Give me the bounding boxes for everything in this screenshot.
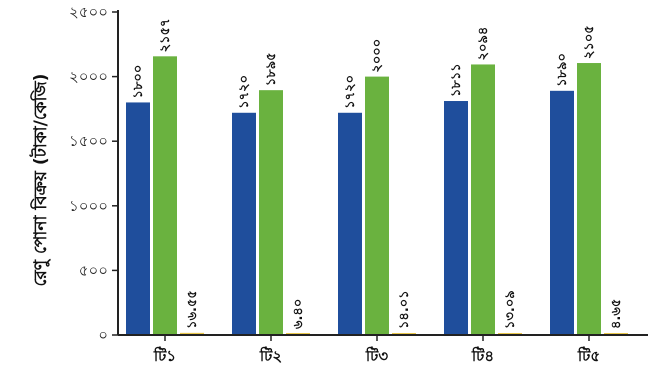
data-label: ৪.৬৫ <box>609 299 624 329</box>
data-label: ১৮১১ <box>449 63 464 97</box>
data-label: ১৪.০১ <box>397 290 412 329</box>
bar-3-1 <box>180 332 204 335</box>
data-label: ১৮০০ <box>131 65 146 99</box>
y-tick-label: ১০০০ <box>69 197 108 215</box>
bar-1-5 <box>550 90 574 335</box>
data-label: ৬.৪০ <box>291 299 306 329</box>
data-label: ১৭২০ <box>237 75 252 109</box>
x-tick-label: টি১ <box>153 346 176 365</box>
bar-2-2 <box>259 90 283 335</box>
x-axis: টি১ টি২ টি৩ টি৪ টি৫ <box>118 334 648 365</box>
bar-2-5 <box>577 63 601 336</box>
y-tick-label: ২০০০ <box>69 68 108 86</box>
x-tick-label: টি৫ <box>577 346 600 365</box>
y-tick-label: ১৫০০ <box>69 132 108 150</box>
data-labels: ১৮০০ ২১৫৭ ১৬.৫৫ ১৭২০ ১৮৯৫ ৬.৪০ ১৭২০ ২০০০ ১৪.০১ ১৮… <box>131 19 624 329</box>
data-label: ২০৯৪ <box>476 27 491 61</box>
data-label: ১৭২০ <box>343 75 358 109</box>
bar-1-2 <box>232 112 256 335</box>
data-label: ১৮৯০ <box>555 53 570 87</box>
bars <box>126 56 628 336</box>
bar-2-1 <box>153 56 177 335</box>
data-label: ২১০৫ <box>582 25 597 59</box>
data-label: ২১৫৭ <box>158 19 173 53</box>
data-label: ১৮৯৫ <box>264 52 279 86</box>
y-tick-label: ২৫০০ <box>69 3 108 21</box>
y-axis-label: রেণু পোনা বিক্রয় (টাকা/কেজি) <box>29 74 51 287</box>
bar-1-1 <box>126 102 150 335</box>
x-tick-label: টি৩ <box>365 346 388 365</box>
bar-2-3 <box>365 76 389 335</box>
y-axis: ০ ৫০০ ১০০০ ১৫০০ ২০০০ ২৫০০ <box>69 3 119 344</box>
bar-2-4 <box>471 64 495 335</box>
y-tick-label: ৫০০ <box>79 261 108 279</box>
data-label: ২০০০ <box>370 39 385 73</box>
data-label: ১৩.০৯ <box>503 290 518 329</box>
x-tick-label: টি২ <box>259 346 282 365</box>
bar-1-3 <box>338 112 362 335</box>
bar-1-4 <box>444 101 468 335</box>
x-tick-label: টি৪ <box>471 346 494 365</box>
y-tick-label: ০ <box>98 326 108 344</box>
data-label: ১৬.৫৫ <box>185 290 200 329</box>
